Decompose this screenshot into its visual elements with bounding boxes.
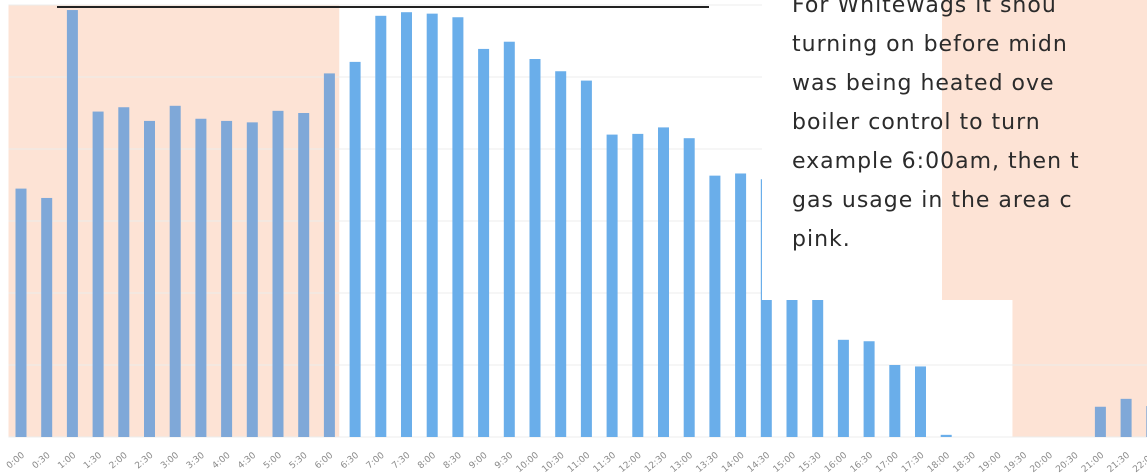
bar-130: [92, 111, 104, 437]
x-tick-label: 11:30: [592, 450, 619, 475]
x-tick-label: 13:00: [669, 450, 696, 475]
x-tick-label: 12:30: [643, 450, 670, 475]
bar-1730: [915, 366, 926, 437]
bar-100: [66, 10, 78, 437]
bar-1600: [837, 339, 849, 437]
x-tick-label: 7:00: [365, 450, 387, 471]
x-tick-label: 16:00: [823, 450, 850, 475]
bar-1300: [683, 138, 695, 437]
x-tick-label: 14:00: [720, 450, 747, 475]
narrative-panel-highlight: [942, 0, 1147, 300]
x-tick-label: 9:00: [468, 450, 490, 471]
bar-1030: [555, 71, 567, 438]
narrative-line: pink.: [792, 227, 851, 252]
x-tick-label: 6:30: [339, 450, 361, 471]
bar-230: [144, 120, 155, 438]
x-tick-label: 18:30: [952, 450, 979, 475]
x-tick-label: 7:30: [391, 450, 413, 471]
x-tick-label: 2:00: [108, 450, 130, 471]
x-tick-label: 21:00: [1080, 450, 1107, 475]
x-tick-label: 18:00: [926, 450, 953, 475]
narrative-line: turning on before midn: [792, 32, 1068, 57]
x-tick-label: 8:30: [442, 450, 464, 471]
bar-200: [118, 107, 130, 438]
x-tick-label: 0:00: [5, 450, 27, 471]
bar-930: [503, 41, 515, 437]
bar-1400: [735, 173, 747, 438]
x-tick-label: 5:30: [288, 450, 310, 471]
x-tick-label: 8:00: [416, 450, 438, 471]
bar-030: [41, 197, 53, 437]
x-tick-label: 1:00: [56, 450, 78, 471]
bar-series: [15, 10, 1147, 438]
bar-1630: [863, 341, 875, 437]
x-tick-label: 16:30: [849, 450, 876, 475]
x-tick-label: 15:00: [772, 450, 799, 475]
bar-1700: [889, 365, 901, 437]
x-tick-label: 9:30: [493, 450, 515, 471]
narrative-line: boiler control to turn: [792, 110, 1041, 135]
bar-1530: [812, 242, 824, 437]
narrative-line: example 6:00am, then t: [792, 149, 1080, 174]
x-tick-label: 3:30: [185, 450, 207, 471]
bar-430: [246, 122, 258, 438]
bar-1130: [606, 134, 618, 437]
bar-1430: [760, 179, 772, 438]
x-tick-label: 12:00: [617, 450, 644, 475]
x-tick-label: 10:00: [515, 450, 542, 475]
narrative-text: For Whitewags it shou turning on before …: [792, 0, 1147, 259]
x-tick-label: 14:30: [746, 450, 773, 475]
x-tick-label: 19:00: [977, 450, 1004, 475]
bar-500: [272, 110, 284, 437]
bar-1500: [786, 242, 798, 437]
x-tick-label: 17:00: [874, 450, 901, 475]
narrative-line: For Whitewags it shou: [792, 0, 1057, 18]
x-tick-label: 5:00: [262, 450, 284, 471]
bar-000: [15, 188, 27, 437]
x-tick-label: 0:30: [31, 450, 53, 471]
x-tick-label: 15:30: [797, 450, 824, 475]
bar-530: [298, 113, 310, 437]
title-underline: [57, 0, 709, 8]
x-tick-label: 17:30: [900, 450, 927, 475]
bar-900: [478, 48, 490, 438]
bar-1000: [529, 59, 541, 437]
bar-400: [221, 120, 233, 438]
bar-1800: [940, 434, 952, 437]
bar-630: [349, 61, 361, 437]
narrative-line: gas usage in the area c: [792, 188, 1073, 213]
x-tick-label: 13:30: [695, 450, 722, 475]
narrative-line: was being heated ove: [792, 71, 1055, 96]
bar-830: [452, 17, 464, 438]
bar-1230: [658, 127, 669, 438]
x-tick-label: 6:00: [313, 450, 335, 471]
bar-730: [401, 12, 412, 437]
x-tick-label: 1:30: [82, 450, 104, 471]
x-tick-label: 11:00: [566, 450, 593, 475]
x-tick-label: 2:30: [134, 450, 156, 471]
x-tick-label: 21:30: [1106, 450, 1133, 475]
x-tick-label: 20:00: [1029, 450, 1056, 475]
x-tick-label: 19:30: [1003, 450, 1030, 475]
x-axis-tick-labels: 0:00 0:30 1:00 1:30 2:00 2:30 3:00 3:30 4:00 4:30…: [5, 450, 1147, 475]
bar-2100: [1094, 406, 1106, 437]
x-tick-label: 10:30: [540, 450, 567, 475]
x-tick-label: 4:00: [211, 450, 233, 471]
x-tick-label: 3:00: [159, 450, 181, 471]
bar-1330: [709, 175, 721, 437]
bar-2130: [1120, 398, 1132, 437]
bar-800: [426, 13, 438, 437]
bar-1100: [580, 80, 592, 437]
bar-330: [195, 118, 207, 437]
bar-300: [169, 105, 181, 438]
x-tick-label: 20:30: [1054, 450, 1081, 475]
bar-1200: [632, 133, 644, 437]
x-tick-label: 22:00: [1131, 450, 1147, 475]
bar-700: [375, 15, 387, 438]
bar-600: [323, 73, 335, 438]
x-tick-label: 4:30: [236, 450, 258, 471]
